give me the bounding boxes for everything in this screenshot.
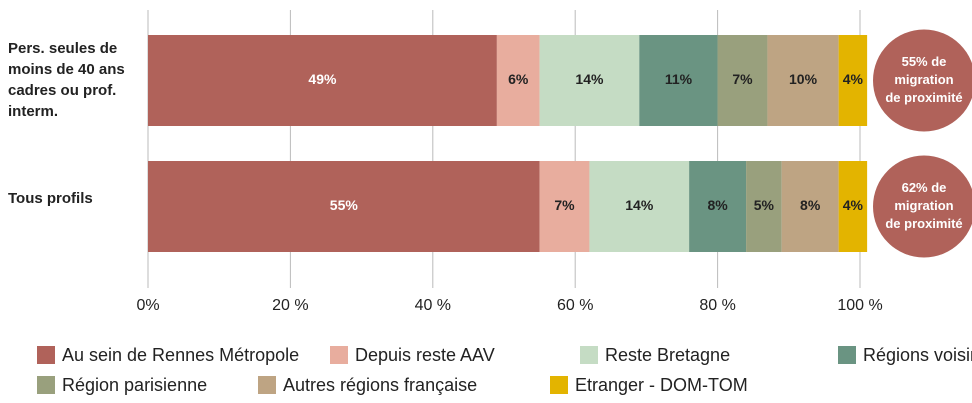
annotation-text: 62% de	[902, 180, 947, 195]
legend-label: Régions voisines	[863, 345, 972, 365]
annotation-text: de proximité	[885, 90, 962, 105]
data-label: 5%	[754, 197, 775, 213]
bar-segment	[781, 161, 839, 252]
bar-segment	[639, 35, 718, 126]
data-label: 7%	[554, 197, 575, 213]
data-label: 14%	[625, 197, 654, 213]
legend-swatch	[258, 376, 276, 394]
data-label: 10%	[789, 71, 818, 87]
legend-swatch	[580, 346, 598, 364]
bar-segment	[717, 35, 768, 126]
category-label: Tous profils	[8, 190, 93, 207]
data-label: 11%	[665, 71, 693, 87]
x-tick-label: 100 %	[837, 297, 882, 314]
legend-label: Reste Bretagne	[605, 345, 730, 365]
x-tick-label: 80 %	[699, 297, 735, 314]
data-label: 8%	[707, 197, 728, 213]
legend-swatch	[330, 346, 348, 364]
data-label: 4%	[843, 71, 864, 87]
annotation-text: migration	[894, 72, 953, 87]
legend-swatch	[550, 376, 568, 394]
bar-segment	[148, 35, 497, 126]
bar-segment	[539, 35, 640, 126]
legend-swatch	[37, 346, 55, 364]
annotation-bubble	[873, 29, 972, 132]
bar-segment	[767, 35, 839, 126]
legend-label: Autres régions française	[283, 375, 477, 395]
data-label: 7%	[732, 71, 753, 87]
x-tick-label: 40 %	[415, 297, 451, 314]
data-label: 14%	[575, 71, 604, 87]
category-label: Pers. seules de moins de 40 ans cadres o…	[8, 40, 125, 120]
bar-segment	[689, 161, 747, 252]
annotation-text: 55% de	[902, 54, 947, 69]
bar-segment	[148, 161, 540, 252]
annotation-text: migration	[894, 198, 953, 213]
bar-segment	[838, 161, 868, 252]
data-label: 4%	[843, 197, 864, 213]
legend-label: Région parisienne	[62, 375, 207, 395]
bar-segment	[496, 35, 540, 126]
legend-label: Depuis reste AAV	[355, 345, 495, 365]
data-label: 49%	[308, 71, 337, 87]
x-tick-label: 20 %	[272, 297, 308, 314]
legend-label: Au sein de Rennes Métropole	[62, 345, 299, 365]
annotation-text: de proximité	[885, 216, 962, 231]
bar-segment	[589, 161, 690, 252]
annotation-bubble	[873, 155, 972, 258]
legend-swatch	[37, 376, 55, 394]
x-tick-label: 60 %	[557, 297, 593, 314]
data-label: 6%	[508, 71, 529, 87]
data-label: 8%	[800, 197, 821, 213]
legend-swatch	[838, 346, 856, 364]
bar-segment	[746, 161, 782, 252]
data-label: 55%	[330, 197, 359, 213]
legend-label: Etranger - DOM-TOM	[575, 375, 748, 395]
bar-segment	[539, 161, 590, 252]
bar-segment	[838, 35, 868, 126]
x-tick-label: 0%	[136, 297, 159, 314]
